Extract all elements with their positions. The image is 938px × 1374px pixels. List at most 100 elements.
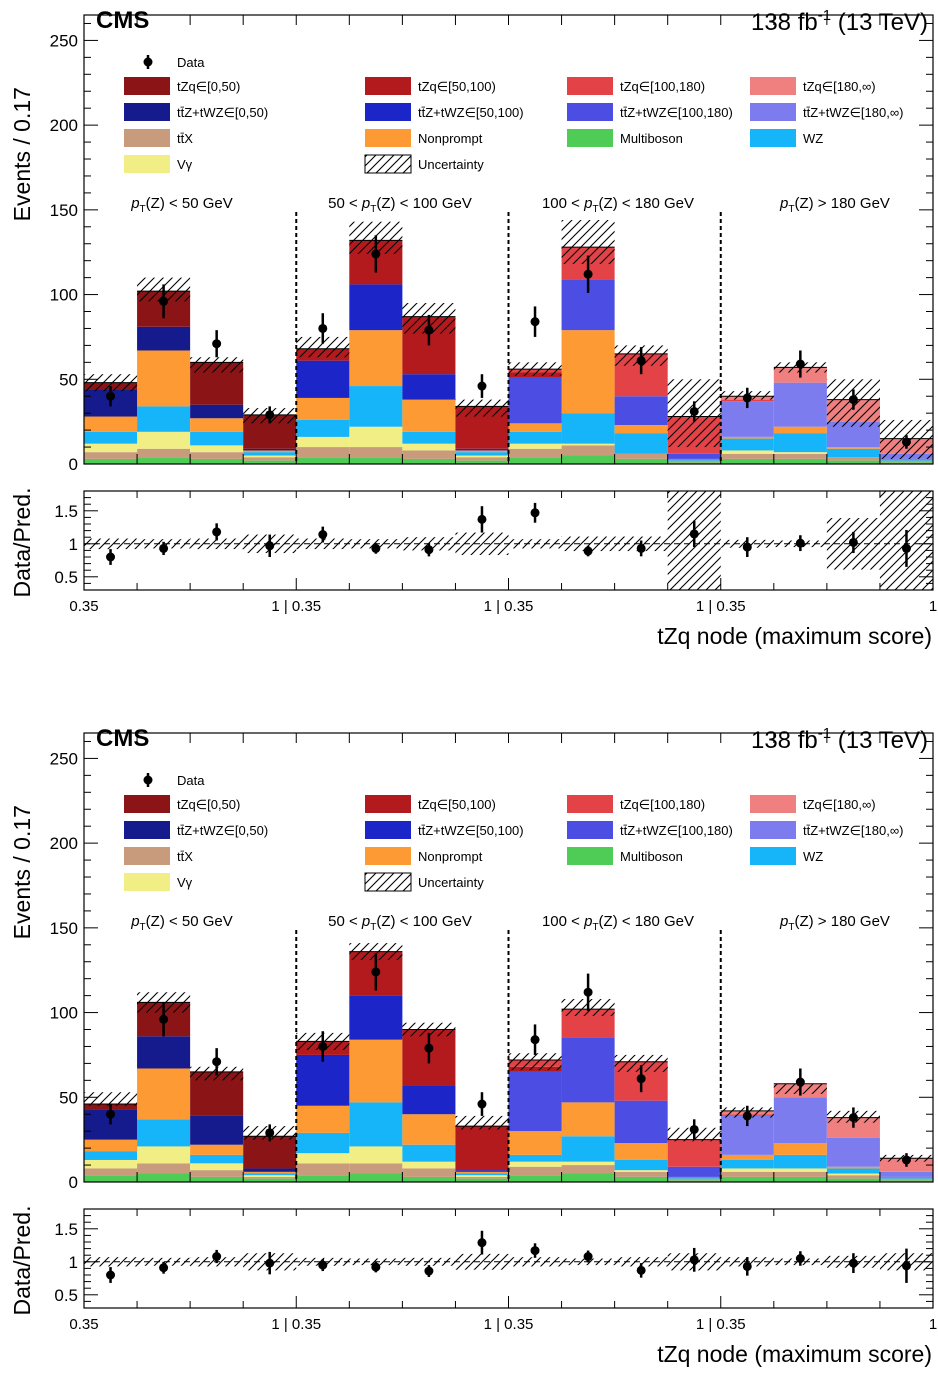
region-label-4: pT(Z) > 180 GeV bbox=[779, 913, 890, 933]
data-point-bin-7 bbox=[424, 1043, 434, 1053]
region-label-3: 100 < pT(Z) < 180 GeV bbox=[542, 195, 694, 215]
bar-Vgamma-bin-8 bbox=[455, 1175, 509, 1177]
bar-Nonprompt-bin-4 bbox=[243, 450, 297, 453]
bar-Vgamma-bin-6 bbox=[349, 426, 403, 448]
legend-label-Nonprompt: Nonprompt bbox=[418, 849, 483, 864]
x-axis-title: tZq node (maximum score) bbox=[657, 1341, 932, 1367]
legend-data-marker bbox=[143, 57, 153, 67]
bar-WZ-bin-5 bbox=[296, 1132, 350, 1154]
bar-Multiboson-bin-2 bbox=[137, 1173, 191, 1182]
legend-label-WZ: WZ bbox=[803, 849, 823, 864]
ratio-point-bin-3 bbox=[212, 527, 222, 537]
bar-Multiboson-bin-15 bbox=[826, 1178, 880, 1182]
data-point-bin-3 bbox=[212, 339, 222, 349]
ytick-label-200: 200 bbox=[50, 834, 78, 853]
bar-WZ-bin-11 bbox=[614, 1159, 668, 1171]
ratio-ytick-label-1: 1 bbox=[69, 535, 78, 554]
xtick-label-3: 1 | 0.35 bbox=[696, 1316, 746, 1333]
bar-WZ-bin-5 bbox=[296, 419, 350, 437]
bar-Nonprompt-bin-5 bbox=[296, 1105, 350, 1133]
y-axis-title: Events / 0.17 bbox=[9, 87, 35, 221]
bar-Multiboson-bin-15 bbox=[826, 460, 880, 464]
ratio-point-bin-11 bbox=[636, 543, 646, 553]
bar-Multiboson-bin-14 bbox=[773, 1176, 827, 1182]
legend-label-uncertainty: Uncertainty bbox=[418, 875, 484, 890]
xtick-label-4: 1 bbox=[929, 1316, 937, 1333]
bar-Multiboson-bin-10 bbox=[561, 1173, 615, 1182]
ratio-panel: 0.5 1 1.5 0.35 1 | 0.35 1 | 0.35 1 | 0.35 1 Data… bbox=[9, 1206, 937, 1367]
data-point-bin-8 bbox=[477, 1099, 487, 1109]
bar-ttX-bin-12 bbox=[667, 1178, 721, 1181]
y-axis-title: Events / 0.17 bbox=[9, 805, 35, 939]
data-point-bin-6 bbox=[371, 249, 381, 259]
bar-ttX-bin-8 bbox=[455, 1176, 509, 1179]
legend-swatch-ttZ+tWZ[50,100) bbox=[365, 821, 411, 839]
ratio-uncertainty-bin-1 bbox=[84, 538, 138, 550]
ratio-point-bin-15 bbox=[848, 1258, 858, 1268]
bar-WZ-bin-12 bbox=[667, 1176, 721, 1179]
stack-bars bbox=[84, 951, 933, 1182]
region-label-2: 50 < pT(Z) < 100 GeV bbox=[328, 195, 472, 215]
legend-swatch-ttZ+tWZ[100,180) bbox=[567, 821, 613, 839]
ratio-point-bin-7 bbox=[424, 1266, 434, 1276]
bar-Vgamma-bin-14 bbox=[773, 1168, 827, 1172]
ratio-point-bin-4 bbox=[265, 1258, 275, 1268]
bar-ttX-bin-7 bbox=[402, 450, 456, 459]
bar-Nonprompt-bin-10 bbox=[561, 1102, 615, 1137]
ratio-panel: 0.5 1 1.5 0.35 1 | 0.35 1 | 0.35 1 | 0.35 1 Data… bbox=[9, 488, 937, 649]
bar-ttZ+tWZ[0,50)-bin-3 bbox=[190, 1115, 244, 1145]
ratio-y-axis-title: Data/Pred. bbox=[9, 1206, 35, 1316]
bar-Multiboson-bin-3 bbox=[190, 458, 244, 464]
legend-label-Multiboson: Multiboson bbox=[620, 131, 683, 146]
legend-swatch-uncertainty bbox=[364, 872, 412, 892]
ratio-ytick-label-1.5: 1.5 bbox=[54, 502, 78, 521]
bar-WZ-bin-7 bbox=[402, 1144, 456, 1162]
data-point-bin-16 bbox=[901, 1155, 911, 1165]
bar-Multiboson-bin-10 bbox=[561, 455, 615, 464]
bar-tZq[50,100)-bin-8 bbox=[455, 1126, 509, 1171]
bar-WZ-bin-8 bbox=[455, 452, 509, 456]
cms-label: CMS bbox=[96, 7, 149, 34]
legend-data-marker bbox=[143, 775, 153, 785]
bar-Vgamma-bin-1 bbox=[84, 1159, 138, 1169]
legend-swatch-ttX bbox=[124, 129, 170, 147]
region-label-1: pT(Z) < 50 GeV bbox=[130, 195, 233, 215]
data-point-bin-16 bbox=[901, 437, 911, 447]
data-point-bin-7 bbox=[424, 325, 434, 335]
ytick-label-250: 250 bbox=[50, 31, 78, 50]
xtick-label-2: 1 | 0.35 bbox=[484, 1316, 534, 1333]
xtick-label-4: 1 bbox=[929, 598, 937, 615]
legend-label-tZq[50,100): tZq∈[50,100) bbox=[418, 797, 496, 812]
bar-Vgamma-bin-8 bbox=[455, 455, 509, 458]
data-point-bin-6 bbox=[371, 967, 381, 977]
bar-WZ-bin-10 bbox=[561, 413, 615, 444]
bar-WZ-bin-6 bbox=[349, 386, 403, 427]
ratio-uncertainty-bin-1 bbox=[84, 1257, 138, 1267]
ratio-point-bin-4 bbox=[265, 541, 275, 551]
bar-WZ-bin-6 bbox=[349, 1102, 403, 1147]
legend-swatch-ttZ+tWZ[0,50) bbox=[124, 821, 170, 839]
bar-ttX-bin-1 bbox=[84, 1168, 138, 1176]
legend-label-tZq[0,50): tZq∈[0,50) bbox=[177, 79, 240, 94]
data-point-bin-1 bbox=[106, 1109, 116, 1119]
bar-ttX-bin-2 bbox=[137, 1163, 191, 1174]
bar-ttX-bin-8 bbox=[455, 457, 509, 461]
panel-2: 0 50 100 150 200 250 Events / 0.17 CMS 138 fb-1 … bbox=[9, 725, 937, 1367]
bar-ttZ+tWZ[180,inf)-bin-14 bbox=[773, 382, 827, 427]
bar-ttZ+tWZ[0,50)-bin-3 bbox=[190, 404, 244, 419]
data-point-bin-8 bbox=[477, 381, 487, 391]
bar-WZ-bin-1 bbox=[84, 1151, 138, 1160]
ytick-label-150: 150 bbox=[50, 201, 78, 220]
xtick-label-0: 0.35 bbox=[69, 598, 98, 615]
data-point-bin-13 bbox=[742, 1111, 752, 1121]
bar-ttX-bin-6 bbox=[349, 1163, 403, 1174]
bar-WZ-bin-1 bbox=[84, 431, 138, 444]
ratio-ytick-label-1: 1 bbox=[69, 1253, 78, 1272]
ytick-label-100: 100 bbox=[50, 286, 78, 305]
bar-Multiboson-bin-12 bbox=[667, 1180, 721, 1182]
bar-WZ-bin-9 bbox=[508, 1154, 562, 1162]
bar-WZ-bin-9 bbox=[508, 431, 562, 444]
bar-Multiboson-bin-5 bbox=[296, 1175, 350, 1182]
